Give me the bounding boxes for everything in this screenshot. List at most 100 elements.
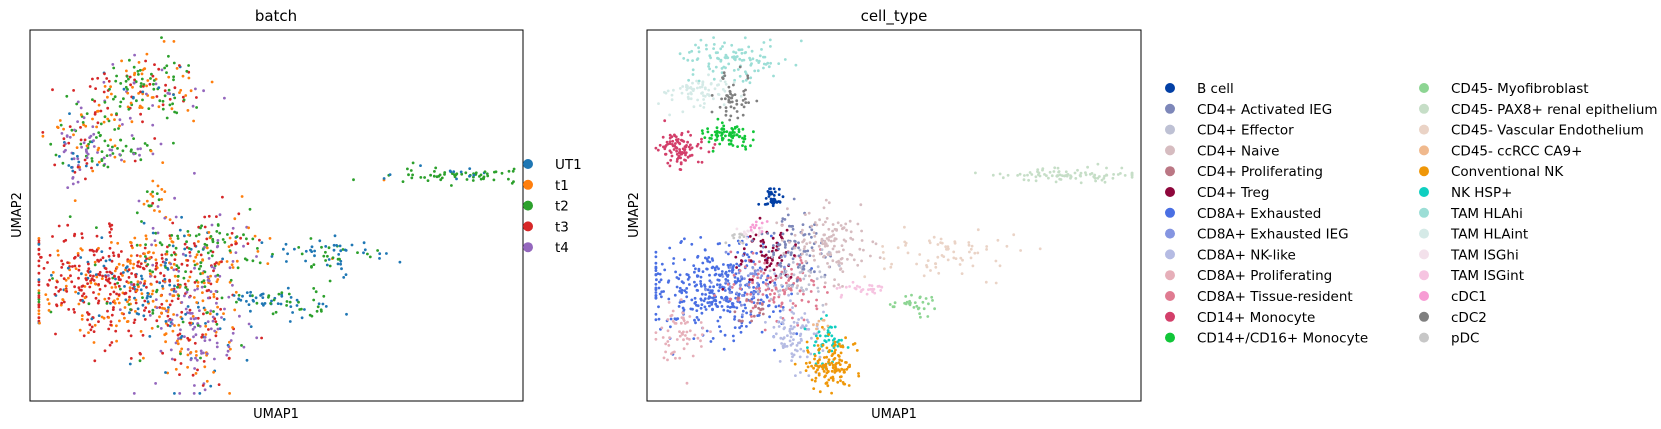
data-point [77,268,81,272]
data-point [127,281,130,285]
data-point [172,61,176,65]
data-point [731,265,735,269]
data-point [716,278,720,282]
legend-label: CD8A+ Exhausted IEG [1197,227,1349,243]
data-point [336,262,340,266]
data-point [486,174,490,178]
data-point [717,93,721,96]
data-point [973,251,977,255]
data-point [793,254,796,257]
data-point [90,166,93,170]
data-point [937,271,941,275]
data-point [216,327,220,331]
data-point [172,262,176,266]
data-point [758,311,762,315]
data-point [711,69,715,73]
data-point [126,91,130,95]
data-point [874,242,878,246]
data-point [213,329,217,333]
data-point [812,323,815,327]
data-point [130,134,134,137]
data-point [829,239,833,243]
data-point [743,51,747,55]
data-point [668,164,672,168]
data-point [814,334,818,338]
data-point [135,254,139,257]
data-point [709,281,713,284]
data-point [768,280,772,284]
data-point [812,254,815,258]
data-point [166,371,170,375]
legend-marker [1419,124,1429,135]
legend-marker [1419,166,1429,177]
data-point [103,85,107,88]
data-point [738,319,741,323]
data-point [678,286,682,290]
data-point [331,256,335,260]
data-point [823,244,827,248]
data-point [124,79,128,83]
data-point [1069,176,1072,180]
data-point [289,305,293,308]
data-point [821,318,825,322]
data-point [699,297,703,301]
data-point [92,132,96,136]
data-point [79,247,83,251]
data-point [175,67,179,70]
data-point [96,109,99,113]
data-point [675,152,679,156]
data-point [149,192,153,196]
data-point [926,315,930,318]
legend-label: CD45- Myofibroblast [1451,81,1589,97]
data-point [880,285,883,289]
data-point [70,280,74,284]
legend-marker [1419,311,1429,322]
data-point [780,220,784,223]
data-point [74,290,77,294]
legend-marker [1165,166,1175,177]
data-point [752,130,755,134]
legend-label: UT1 [555,157,582,173]
data-point [160,257,164,260]
data-point [700,303,704,306]
data-point [99,122,103,126]
data-point [742,247,746,251]
data-point [185,69,189,73]
data-point [744,78,748,82]
data-point [251,259,255,263]
data-point [735,280,738,284]
data-point [1026,173,1029,177]
data-point [193,171,196,175]
data-point [251,294,254,298]
data-point [813,221,817,224]
data-point [805,355,809,359]
data-point [722,308,726,312]
data-point [913,301,917,304]
data-point [312,263,316,266]
data-point [816,337,819,340]
data-point [715,126,719,130]
legend-marker [1165,145,1175,156]
data-point [753,262,757,266]
data-point [222,312,225,315]
data-point [706,127,709,130]
data-point [78,328,82,332]
data-point [921,300,925,304]
data-point [98,273,102,277]
data-point [844,336,847,340]
data-point [876,285,880,288]
data-point [661,336,665,339]
data-point [287,292,291,296]
data-point [180,301,184,304]
data-point [195,358,199,362]
data-point [279,302,283,306]
data-point [678,330,681,333]
legend-label: t4 [555,240,569,256]
data-point [199,226,202,230]
data-point [277,292,281,296]
data-point [158,99,162,103]
data-point [1105,166,1108,170]
data-point [316,305,320,309]
data-point [129,101,133,105]
data-point [699,280,702,283]
